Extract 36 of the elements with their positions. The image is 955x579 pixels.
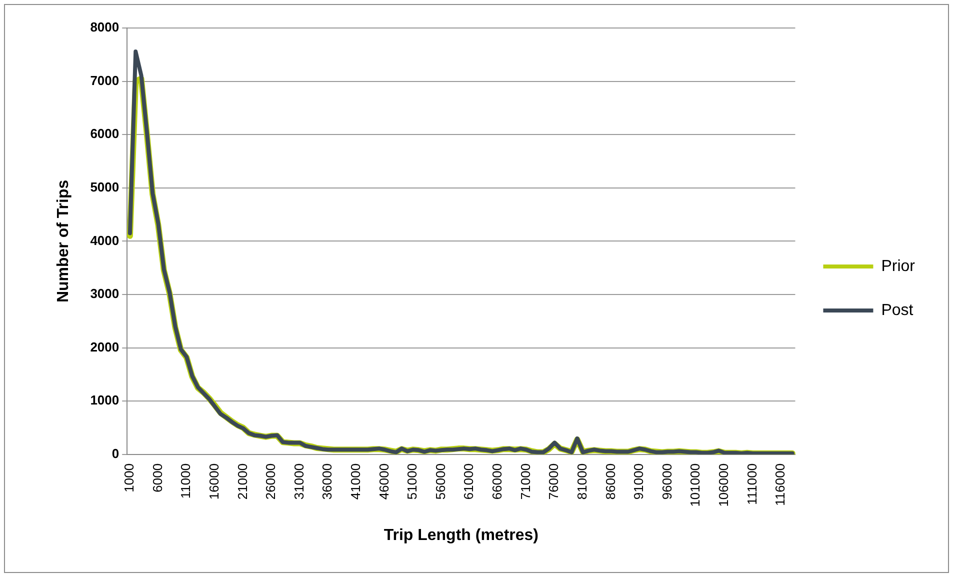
- x-tick-label: 96000: [659, 463, 674, 500]
- legend-label: Post: [881, 302, 914, 319]
- x-tick-label: 36000: [320, 463, 335, 500]
- x-tick-label: 76000: [546, 463, 562, 500]
- y-tick-label: 8000: [90, 20, 120, 35]
- y-tick-label: 2000: [90, 339, 120, 354]
- x-tick-label: 101000: [688, 463, 703, 507]
- x-axis-title: Trip Length (metres): [384, 526, 539, 544]
- y-tick-label: 0: [112, 446, 120, 461]
- legend-label: Prior: [881, 258, 916, 275]
- y-tick-label: 6000: [90, 126, 120, 142]
- x-tick-label: 91000: [631, 463, 646, 500]
- x-tick-label: 86000: [602, 463, 618, 500]
- y-tick-label: 1000: [90, 392, 120, 408]
- x-tick-label: 111000: [744, 463, 760, 505]
- x-tick-label: 56000: [432, 463, 448, 500]
- x-tick-label: 106000: [716, 463, 732, 507]
- y-axis-title: Number of Trips: [55, 180, 72, 303]
- x-tick-label: 41000: [348, 463, 364, 500]
- x-tick-label: 21000: [234, 463, 250, 500]
- x-tick-label: 81000: [574, 463, 590, 500]
- x-tick-label: 26000: [263, 463, 278, 500]
- x-tick-label: 11000: [178, 463, 194, 499]
- x-tick-label: 16000: [206, 463, 222, 500]
- y-tick-label: 7000: [90, 72, 120, 88]
- y-tick-label: 4000: [90, 232, 120, 248]
- y-tick-label: 5000: [90, 179, 120, 194]
- x-tick-label: 6000: [150, 463, 165, 492]
- x-tick-label: 51000: [404, 463, 420, 500]
- x-tick-label: 66000: [490, 463, 505, 500]
- x-tick-label: 61000: [461, 463, 476, 500]
- x-tick-label: 31000: [291, 463, 306, 500]
- x-tick-label: 116000: [772, 463, 788, 506]
- x-tick-label: 46000: [376, 463, 392, 500]
- y-tick-label: 3000: [90, 286, 120, 302]
- x-tick-label: 71000: [518, 463, 533, 500]
